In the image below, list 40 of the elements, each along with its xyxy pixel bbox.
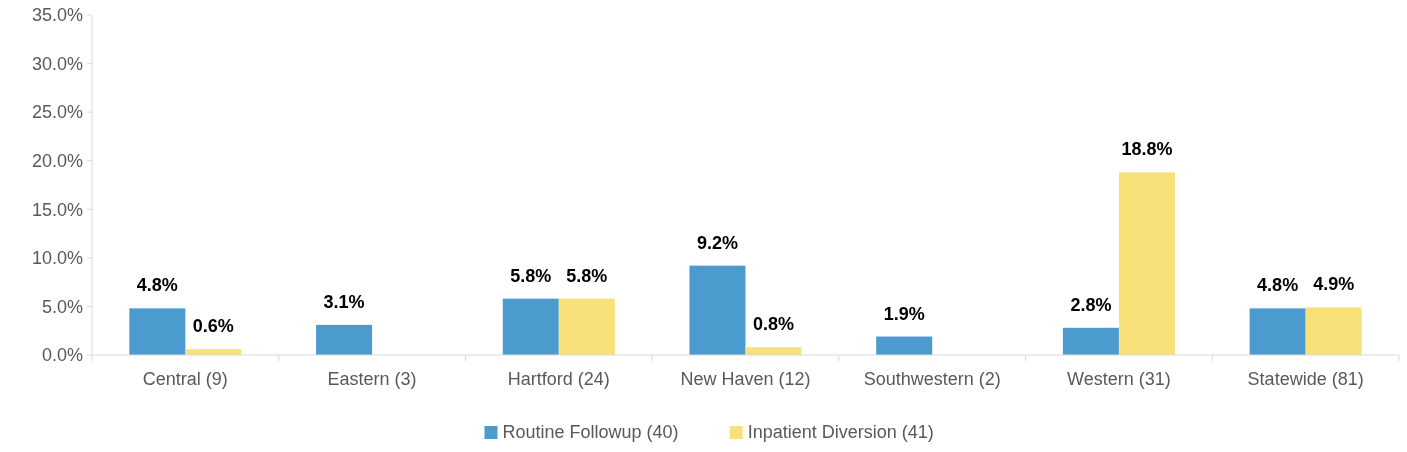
- bar: [745, 347, 802, 355]
- data-label: 1.9%: [883, 303, 925, 324]
- bar: [689, 265, 746, 355]
- bar: [1062, 327, 1119, 355]
- bar: [876, 336, 933, 355]
- y-tick-label: 10.0%: [31, 248, 83, 269]
- bar: [502, 298, 559, 355]
- data-label: 4.8%: [136, 275, 178, 296]
- y-tick-label: 15.0%: [31, 199, 83, 220]
- x-tick-label: New Haven (12): [680, 369, 811, 389]
- data-label: 5.8%: [566, 265, 608, 286]
- bar: [1249, 308, 1306, 355]
- x-tick-label: Central (9): [142, 369, 228, 389]
- legend-label: Routine Followup (40): [502, 422, 679, 442]
- data-label: 4.8%: [1257, 275, 1299, 296]
- data-label: 0.8%: [752, 314, 795, 335]
- data-label: 18.8%: [1121, 139, 1173, 160]
- bar: [316, 324, 373, 355]
- data-label: 0.6%: [192, 316, 234, 337]
- y-tick-label: 20.0%: [31, 151, 83, 172]
- y-tick-label: 30.0%: [31, 53, 83, 74]
- data-label: 4.9%: [1313, 274, 1355, 295]
- bar: [558, 298, 615, 355]
- y-tick-label: 5.0%: [41, 296, 83, 317]
- x-tick-label: Western (31): [1067, 369, 1171, 389]
- bar: [1305, 307, 1362, 355]
- y-tick-label: 0.0%: [41, 345, 83, 366]
- data-label: 9.2%: [696, 232, 739, 253]
- y-tick-label: 25.0%: [31, 102, 83, 123]
- data-label: 5.8%: [510, 265, 552, 286]
- bar: [1118, 172, 1175, 355]
- legend-label: Inpatient Diversion (41): [747, 422, 934, 442]
- y-tick-label: 35.0%: [31, 5, 83, 26]
- x-tick-label: Hartford (24): [507, 369, 610, 389]
- x-tick-label: Southwestern (2): [863, 369, 1001, 389]
- x-tick-label: Eastern (3): [327, 369, 417, 389]
- data-label: 3.1%: [323, 291, 365, 312]
- x-tick-label: Statewide (81): [1247, 369, 1364, 389]
- bar: [129, 308, 186, 355]
- data-label: 2.8%: [1070, 294, 1112, 315]
